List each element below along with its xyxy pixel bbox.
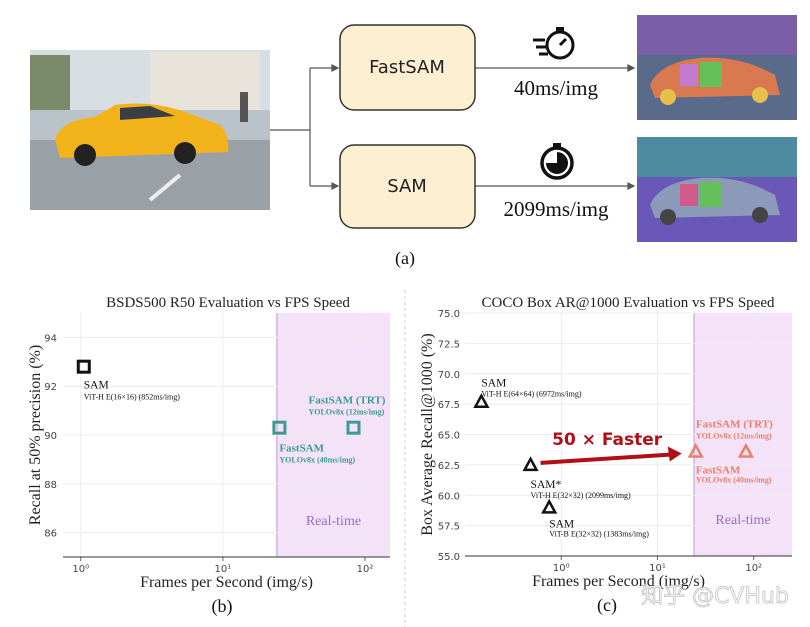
y-tick-label: 90: [44, 431, 57, 442]
point-label: FastSAM: [279, 443, 324, 455]
point-detail: ViT-H E(16×16) (852ms/img): [84, 393, 181, 402]
y-tick-label: 75.0: [438, 309, 460, 320]
x-tick-label: 10⁰: [553, 563, 570, 574]
stopwatch-icon: [540, 143, 574, 180]
chart-b: 86 88 90 92 94 10⁰ 10¹ 10² BSDS500 R50 Evaluatio…: [27, 295, 390, 617]
panel-a: FastSAM SAM 40ms/img 2099ms/img: [30, 15, 797, 269]
point-label: SAM: [481, 378, 506, 390]
fast-stopwatch-icon: [533, 27, 575, 60]
y-tick-label: 70.0: [438, 370, 460, 381]
data-point: [522, 456, 539, 472]
y-tick-label: 60.0: [438, 491, 460, 502]
real-time-label: Real-time: [715, 513, 770, 528]
x-tick-label: 10¹: [649, 563, 666, 574]
faster-arrow: [540, 452, 672, 465]
data-point: [737, 442, 755, 458]
point-label: FastSAM: [696, 465, 741, 477]
caption-a: (a): [395, 248, 415, 269]
data-point: [76, 359, 91, 374]
point-detail: ViT-H E(64×64) (6972ms/img): [481, 390, 582, 399]
real-time-label: Real-time: [306, 514, 361, 529]
data-point: [473, 393, 490, 408]
y-tick-label: 72.5: [438, 339, 460, 350]
data-point: [687, 442, 704, 458]
point-detail: YOLOv8x (40ms/img): [696, 476, 772, 485]
chart-c: 55.0 57.5 60.0 62.5 65.0 67.5 70.0 72.5 75.0 10⁰ 1…: [419, 295, 792, 616]
point-label: SAM: [549, 518, 574, 530]
caption: (c): [597, 595, 617, 616]
y-axis-label: Box Average Recall@1000 (%): [419, 333, 436, 535]
x-axis-label: Frames per Second (img/s): [140, 574, 313, 591]
y-tick-label: 55.0: [438, 552, 460, 563]
point-detail: YOLOv8x (12ms/img): [696, 432, 772, 441]
fastsam-box: [339, 24, 476, 111]
point-detail: ViT-H E(32×32) (2099ms/img): [531, 491, 632, 500]
y-tick-label: 67.5: [438, 400, 460, 411]
y-tick-label: 62.5: [438, 461, 460, 472]
point-label: FastSAM (TRT): [696, 419, 773, 431]
point-detail: YOLOv8x (40ms/img): [279, 456, 355, 465]
point-detail: YOLOv8x (12ms/img): [308, 408, 384, 417]
input-image: [30, 50, 270, 210]
y-tick-label: 86: [44, 529, 57, 540]
y-tick-label: 57.5: [438, 522, 460, 533]
point-label: FastSAM (TRT): [308, 395, 385, 407]
arrow-head: [667, 446, 682, 462]
connector-arrows: [270, 64, 636, 190]
fastsam-label: FastSAM: [369, 57, 445, 78]
x-tick-label: 10²: [357, 564, 374, 575]
sam-time: 2099ms/img: [503, 197, 609, 221]
x-tick-label: 10²: [745, 563, 762, 574]
y-tick-label: 88: [44, 480, 57, 491]
point-label: SAM: [84, 380, 109, 392]
chart-title: COCO Box AR@1000 Evaluation vs FPS Speed: [481, 295, 775, 311]
fastsam-time: 40ms/img: [514, 76, 599, 100]
x-tick-label: 10¹: [214, 564, 231, 575]
sam-output-image: [637, 137, 797, 242]
point-label: SAM*: [531, 479, 562, 491]
watermark: 知乎 @CVHub: [641, 584, 789, 609]
data-point: [272, 420, 287, 435]
point-detail: ViT-B E(32×32) (1383ms/img): [549, 529, 649, 538]
x-axis-label: Frames per Second (img/s): [532, 573, 705, 590]
caption: (b): [212, 596, 233, 617]
sam-box: [339, 144, 476, 229]
x-tick-label: 10⁰: [72, 564, 89, 575]
y-tick-label: 92: [44, 382, 57, 393]
data-point: [541, 498, 558, 514]
sam-label: SAM: [387, 176, 427, 197]
faster-annotation: 50 × Faster: [552, 430, 663, 450]
y-tick-label: 94: [44, 333, 57, 344]
y-tick-label: 65.0: [438, 431, 460, 442]
y-axis-label: Recall at 50% precision (%): [27, 345, 44, 525]
fastsam-output-image: [637, 15, 797, 120]
chart-title: BSDS500 R50 Evaluation vs FPS Speed: [106, 295, 350, 311]
data-point: [346, 420, 361, 435]
